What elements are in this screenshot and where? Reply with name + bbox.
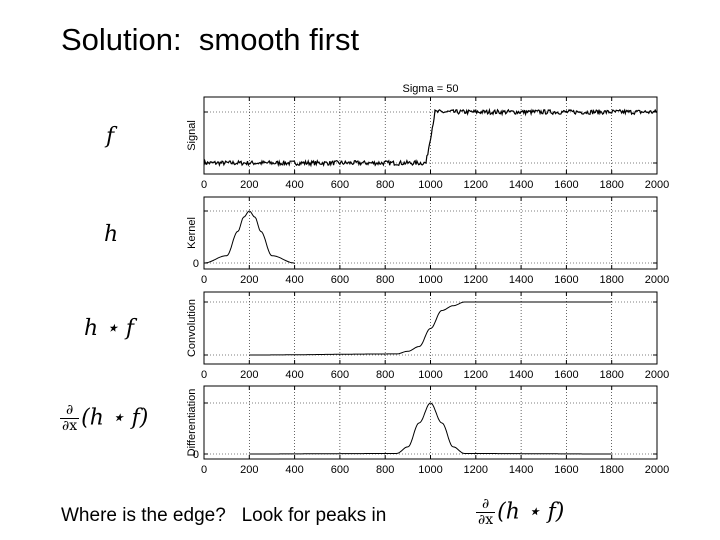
x-tick-label: 1200 [464,369,488,381]
label-h: h [104,222,119,247]
label-derivative: ∂ ∂x (h ⋆ f) [60,403,148,434]
derivative-numerator: ∂ [60,403,80,419]
derivative-fraction: ∂ ∂x [60,403,80,434]
x-tick-label: 400 [285,179,303,191]
x-tick-label: 200 [240,274,258,286]
chart-panel-4: 0 200 400 600 800 1000 1200 1400 1600 1800 2000 0Di… [186,385,669,476]
x-tick-label: 1200 [464,179,488,191]
series-line [249,301,612,356]
x-tick-label: 600 [331,464,349,476]
chart-panel-2: 0 200 400 600 800 1000 1200 1400 1600 1800 2000 0 Ke… [186,196,669,286]
y-axis-label: Convolution [186,299,198,357]
x-tick-label: 400 [285,369,303,381]
x-tick-label: 1600 [554,464,578,476]
bottom-derivative-numerator: ∂ [476,497,496,513]
x-tick-label: 1800 [599,179,623,191]
x-tick-label: 1600 [554,369,578,381]
y-tick-label: 0 [193,449,199,461]
axes-frame [203,96,658,175]
chart-panel-3: 0 200 400 600 800 1000 1200 1400 1600 1800 2000 Con… [186,291,669,381]
x-tick-label: 1000 [418,179,442,191]
x-tick-label: 2000 [645,464,669,476]
x-tick-label: 2000 [645,179,669,191]
x-tick-label: 200 [240,464,258,476]
x-tick-label: 600 [331,179,349,191]
x-tick-label: 0 [201,274,207,286]
x-tick-label: 1800 [599,274,623,286]
x-tick-label: 1800 [599,369,623,381]
label-h-conv-f: h ⋆ f [84,316,135,341]
bottom-derivative: ∂ ∂x (h ⋆ f) [476,497,564,528]
x-tick-label: 800 [376,274,394,286]
x-tick-label: 200 [240,369,258,381]
chart-panel-1: 0 200 400 600 800 1000 1200 1400 1600 1800 2000 Sig… [186,83,669,191]
x-tick-label: 0 [201,369,207,381]
label-f: f [106,124,115,149]
x-tick-label: 1000 [418,369,442,381]
x-tick-label: 400 [285,274,303,286]
series-line [249,402,612,455]
bottom-question-text: Where is the edge? Look for peaks in [61,505,387,526]
y-axis-label: Signal [186,120,198,151]
x-tick-label: 800 [376,464,394,476]
x-tick-label: 1200 [464,274,488,286]
series-line [203,107,658,168]
x-tick-label: 600 [331,369,349,381]
bottom-derivative-expression: (h ⋆ f) [497,499,565,525]
x-tick-label: 1000 [418,464,442,476]
derivative-expression: (h ⋆ f) [81,405,149,431]
x-tick-label: 1200 [464,464,488,476]
x-tick-label: 1400 [509,369,533,381]
y-axis-label: Kernel [186,217,198,249]
x-tick-label: 1600 [554,274,578,286]
x-tick-label: 1400 [509,274,533,286]
x-tick-label: 0 [201,464,207,476]
x-tick-label: 400 [285,464,303,476]
x-tick-label: 2000 [645,369,669,381]
y-tick-label: 0 [193,258,199,270]
y-axis-label: Differentiation [186,389,198,457]
x-tick-label: 200 [240,179,258,191]
chart-title: Sigma = 50 [403,83,459,95]
x-tick-label: 800 [376,179,394,191]
derivative-denominator: ∂x [62,418,78,434]
x-tick-label: 2000 [645,274,669,286]
x-tick-label: 1400 [509,464,533,476]
x-tick-label: 1400 [509,179,533,191]
x-tick-label: 1800 [599,464,623,476]
x-tick-label: 800 [376,369,394,381]
x-tick-label: 0 [201,179,207,191]
bottom-derivative-denominator: ∂x [478,512,494,528]
x-tick-label: 1000 [418,274,442,286]
bottom-derivative-fraction: ∂ ∂x [476,497,496,528]
series-line [204,210,295,264]
x-tick-label: 1600 [554,179,578,191]
slide-title: Solution: smooth first [61,22,360,57]
x-tick-label: 600 [331,274,349,286]
